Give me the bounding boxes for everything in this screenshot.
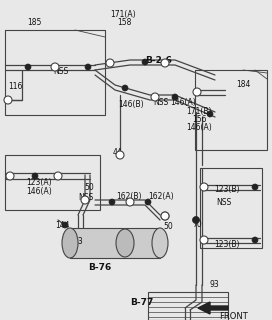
Circle shape bbox=[51, 63, 59, 71]
Circle shape bbox=[207, 111, 213, 117]
Circle shape bbox=[54, 172, 62, 180]
Text: 185: 185 bbox=[27, 18, 41, 27]
Circle shape bbox=[200, 183, 208, 191]
Circle shape bbox=[193, 88, 201, 96]
Circle shape bbox=[32, 173, 38, 179]
Circle shape bbox=[116, 151, 124, 159]
Text: B-77: B-77 bbox=[130, 298, 153, 307]
Text: 50: 50 bbox=[163, 222, 173, 231]
Text: B-76: B-76 bbox=[88, 263, 111, 272]
Text: FRONT: FRONT bbox=[219, 312, 248, 320]
Circle shape bbox=[109, 199, 115, 205]
Bar bbox=[5, 155, 100, 210]
Text: 50: 50 bbox=[84, 183, 94, 192]
Text: 184: 184 bbox=[236, 80, 250, 89]
Circle shape bbox=[106, 59, 114, 67]
Text: 162(A): 162(A) bbox=[148, 192, 174, 201]
Circle shape bbox=[151, 93, 159, 101]
Text: 171(A): 171(A) bbox=[110, 10, 136, 19]
Circle shape bbox=[142, 59, 148, 65]
Text: NSS: NSS bbox=[78, 193, 93, 202]
Text: 123(B): 123(B) bbox=[214, 185, 240, 194]
Circle shape bbox=[200, 236, 208, 244]
Circle shape bbox=[122, 85, 128, 91]
Ellipse shape bbox=[152, 228, 168, 258]
Circle shape bbox=[193, 217, 199, 223]
Text: NSS: NSS bbox=[53, 67, 68, 76]
Text: 123(B): 123(B) bbox=[214, 240, 240, 249]
Text: 162(B): 162(B) bbox=[116, 192, 141, 201]
Text: 156: 156 bbox=[192, 115, 206, 124]
Circle shape bbox=[161, 212, 169, 220]
Bar bbox=[195, 70, 267, 150]
Polygon shape bbox=[198, 302, 228, 314]
Circle shape bbox=[25, 64, 31, 70]
Circle shape bbox=[126, 198, 134, 206]
Text: 146(A): 146(A) bbox=[186, 123, 212, 132]
Text: 123(A): 123(A) bbox=[26, 178, 52, 187]
Ellipse shape bbox=[62, 228, 78, 258]
Circle shape bbox=[85, 64, 91, 70]
Text: 146(A): 146(A) bbox=[26, 187, 52, 196]
Circle shape bbox=[252, 237, 258, 243]
Circle shape bbox=[6, 172, 14, 180]
Text: 146(A): 146(A) bbox=[170, 98, 196, 107]
Text: 171(B): 171(B) bbox=[186, 107, 212, 116]
Text: NSS: NSS bbox=[153, 98, 168, 107]
Text: 146(B): 146(B) bbox=[118, 100, 144, 109]
Text: B-2-6: B-2-6 bbox=[145, 56, 172, 65]
Bar bbox=[200, 168, 262, 248]
Bar bbox=[70, 228, 160, 258]
Text: 116: 116 bbox=[8, 82, 22, 91]
Circle shape bbox=[161, 59, 169, 67]
Circle shape bbox=[81, 196, 89, 204]
Text: 70: 70 bbox=[192, 220, 202, 229]
Bar bbox=[5, 30, 105, 115]
Text: 93: 93 bbox=[210, 280, 220, 289]
Circle shape bbox=[145, 199, 151, 205]
Text: 158: 158 bbox=[117, 18, 131, 27]
Text: 44: 44 bbox=[113, 148, 123, 157]
Ellipse shape bbox=[116, 229, 134, 257]
Circle shape bbox=[172, 94, 178, 100]
Circle shape bbox=[4, 96, 12, 104]
Circle shape bbox=[252, 184, 258, 190]
Text: 43: 43 bbox=[74, 237, 84, 246]
Text: 144: 144 bbox=[55, 221, 70, 230]
Bar bbox=[148, 292, 228, 320]
Circle shape bbox=[161, 212, 169, 220]
Text: NSS: NSS bbox=[216, 198, 231, 207]
Circle shape bbox=[62, 222, 68, 228]
